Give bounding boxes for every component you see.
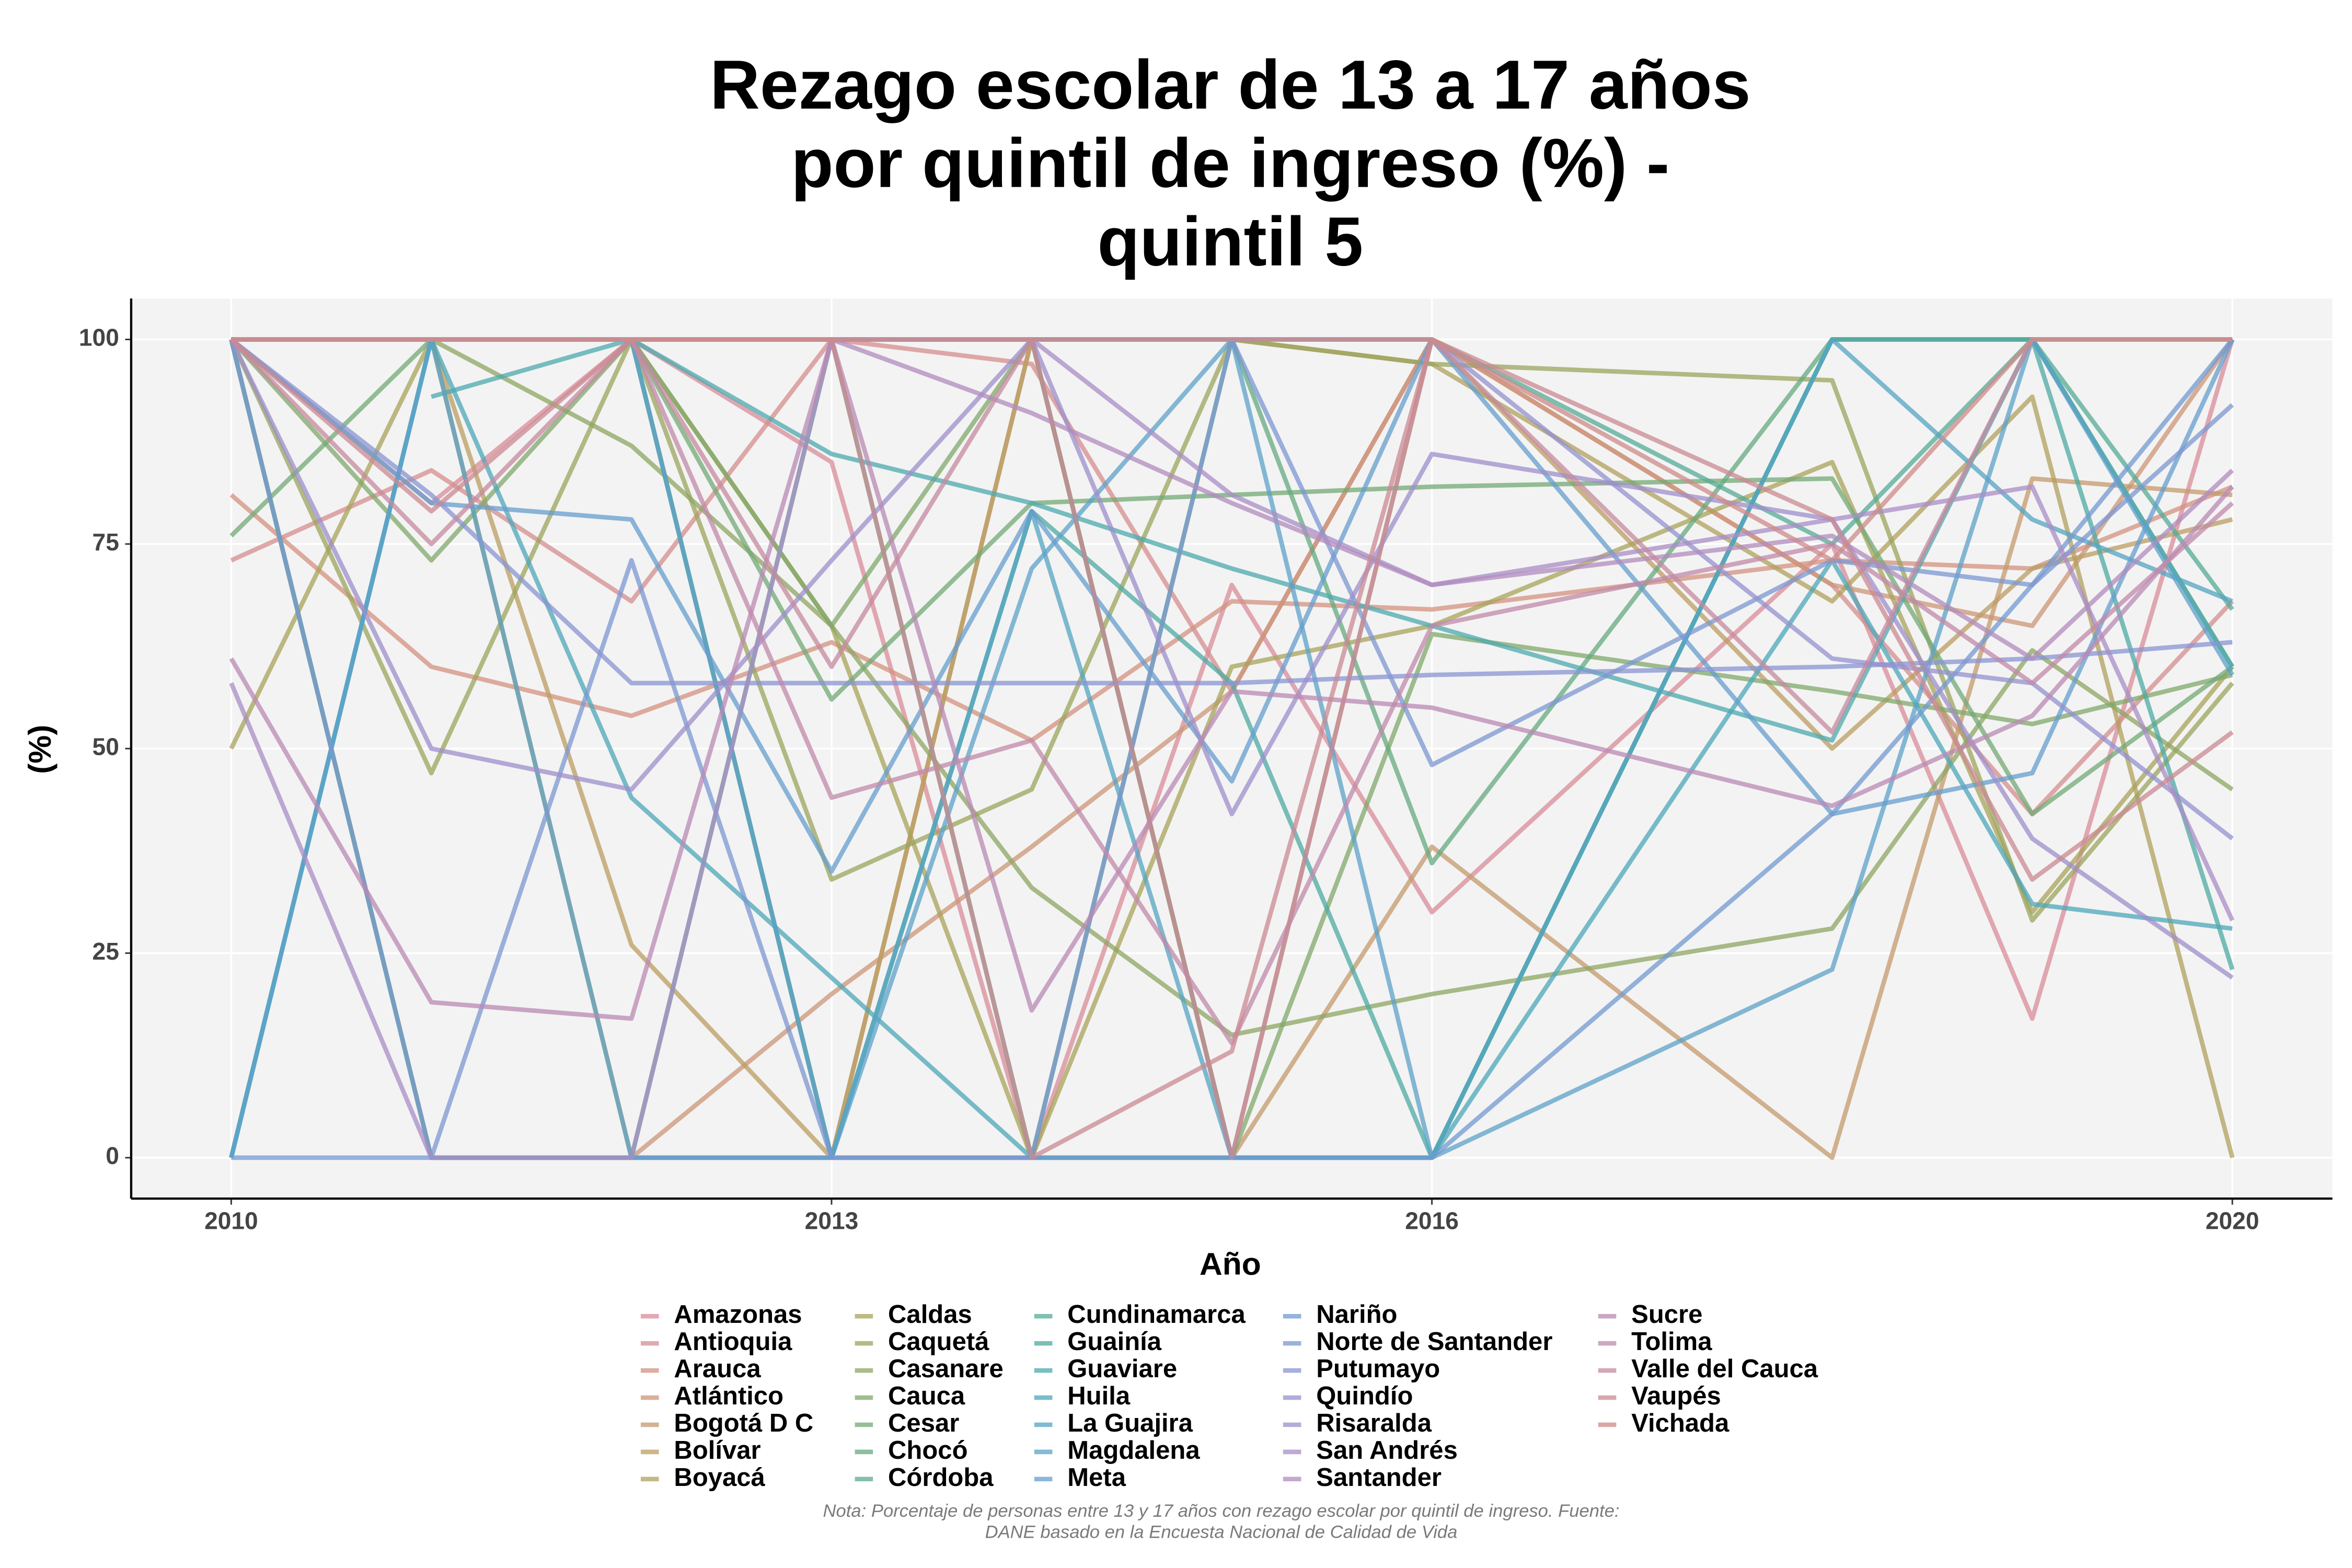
legend-label: Arauca [674,1355,761,1383]
legend-label: Tolima [1631,1328,1712,1356]
x-tick-label: 2016 [1405,1207,1459,1235]
legend-label: Putumayo [1316,1355,1440,1383]
y-tick-label: 75 [93,528,119,556]
y-tick-label: 50 [93,733,119,760]
series-line [229,337,2235,1160]
legend-label: Bogotá D C [674,1409,813,1437]
legend-label: Córdoba [888,1463,994,1492]
legend-label: Norte de Santander [1316,1328,1552,1356]
x-tick-label: 2020 [2206,1207,2259,1235]
legend-label: San Andrés [1316,1436,1458,1465]
legend-label: Risaralda [1316,1409,1432,1437]
series-line [229,485,2233,743]
legend-label: Atlántico [674,1382,783,1410]
chart-title: Rezago escolar de 13 a 17 años por quint… [710,45,1751,281]
legend-label: Chocó [888,1436,967,1465]
y-axis-title: (%) [22,725,57,774]
legend-label: Casanare [888,1355,1004,1383]
note: Nota: Porcentaje de personas entre 13 y … [823,1500,1620,1542]
legend-label: Quindío [1316,1382,1413,1410]
legend-label: Santander [1316,1463,1442,1492]
x-tick-label: 2010 [204,1207,258,1235]
legend-label: Boyacá [674,1463,765,1492]
legend-label: Guaviare [1067,1355,1177,1383]
series-line [229,337,2233,1160]
series-line [231,337,2234,1037]
series-line [229,338,2233,686]
legend-label: Vaupés [1631,1382,1721,1410]
y-tick-label: 25 [93,938,119,965]
legend-label: Caquetá [888,1328,989,1356]
series-line [229,337,2234,1160]
legend-label: Sucre [1631,1300,1702,1329]
series-line [231,337,2233,563]
series-line [229,337,2234,980]
legend-label: Caldas [888,1300,972,1329]
x-axis-title: Año [1200,1246,1261,1282]
series-line [229,337,2235,874]
series-line [229,337,2235,1160]
title-box: Rezago escolar de 13 a 17 años por quint… [710,45,1751,281]
legend-label: Guainía [1067,1328,1162,1356]
y-tick-label: 100 [79,324,119,351]
series-line [229,337,2233,1160]
legend-label: Cesar [888,1409,959,1437]
y-tick-label: 0 [106,1142,119,1169]
legend-label: Bolívar [674,1436,760,1465]
legend-label: Nariño [1316,1300,1397,1329]
legend-label: Meta [1067,1463,1126,1492]
legend-label: Magdalena [1067,1436,1200,1465]
legend-label: Cundinamarca [1067,1300,1246,1329]
legend-label: Huila [1067,1382,1131,1410]
note-box: Nota: Porcentaje de personas entre 13 y … [823,1500,1620,1542]
legend-label: Antioquia [674,1328,792,1356]
x-tick-label: 2013 [805,1207,859,1235]
legend-label: Valle del Cauca [1631,1355,1818,1383]
legend-label: Amazonas [674,1300,802,1329]
series-line [229,337,2234,1021]
legend-label: Vichada [1631,1409,1730,1437]
legend-label: La Guajira [1067,1409,1193,1437]
legend-label: Cauca [888,1382,965,1410]
